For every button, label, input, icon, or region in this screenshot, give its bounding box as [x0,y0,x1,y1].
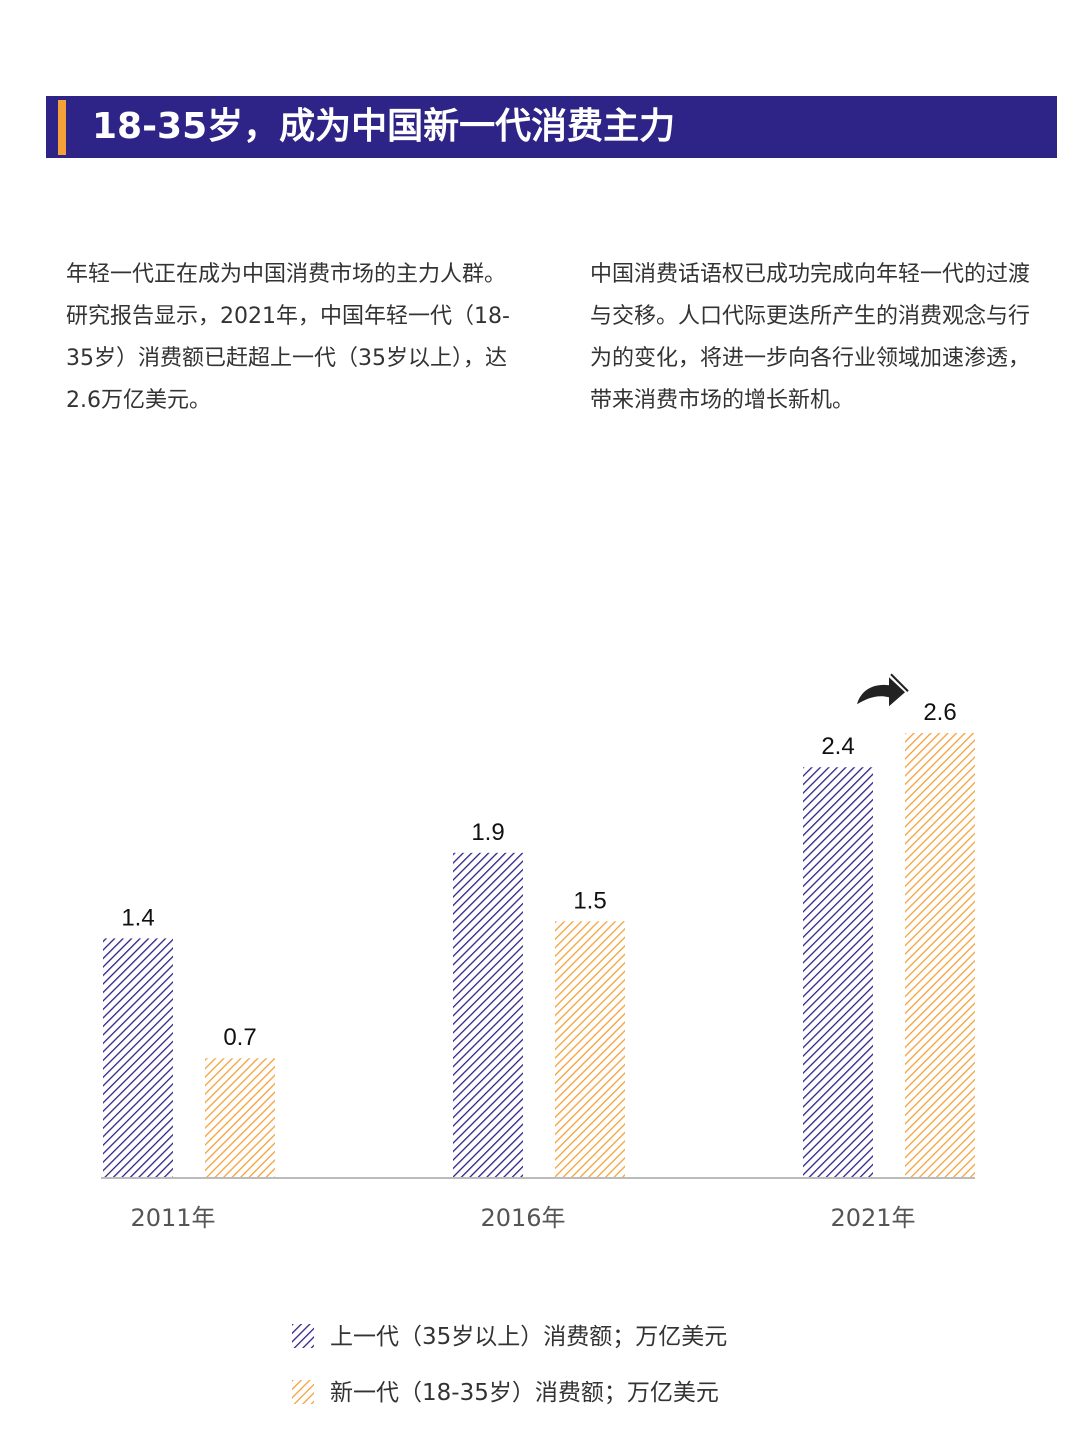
category-label: 2011年 [130,1204,215,1232]
legend-swatch-old [292,1323,314,1348]
legend-item-new-generation: 新一代（18-35岁）消费额；万亿美元 [292,1378,719,1408]
bar-value-label: 1.5 [573,887,606,914]
bar-value-label: 2.6 [923,699,956,726]
intro-paragraph-left: 年轻一代正在成为中国消费市场的主力人群。研究报告显示，2021年，中国年轻一代（… [66,262,510,413]
header-bar [46,96,1057,158]
category-label: 2016年 [480,1204,565,1232]
bar-old-1 [453,852,523,1178]
legend-label-old: 上一代（35岁以上）消费额；万亿美元 [330,1324,728,1350]
bar-new-0 [205,1058,275,1178]
bar-value-label: 1.4 [121,904,154,931]
bar-value-label: 1.9 [471,819,504,846]
bar-value-label: 2.4 [821,733,854,760]
page-title: 18-35岁，成为中国新一代消费主力 [92,106,676,147]
legend-label-new: 新一代（18-35岁）消费额；万亿美元 [330,1380,719,1406]
intro-paragraph-right: 中国消费话语权已成功完成向年轻一代的过渡与交移。人口代际更迭所产生的消费观念与行… [590,262,1031,413]
curved-up-arrow-icon [857,673,909,707]
bar-old-2 [803,767,873,1178]
bar-value-label: 0.7 [223,1024,256,1051]
bar-old-0 [103,938,173,1178]
bar-new-1 [555,921,625,1178]
header-accent-stripe [58,100,66,155]
category-label: 2021年 [830,1204,915,1232]
legend-swatch-new [292,1379,314,1404]
bar-new-2 [905,733,975,1178]
legend-item-old-generation: 上一代（35岁以上）消费额；万亿美元 [292,1322,727,1352]
